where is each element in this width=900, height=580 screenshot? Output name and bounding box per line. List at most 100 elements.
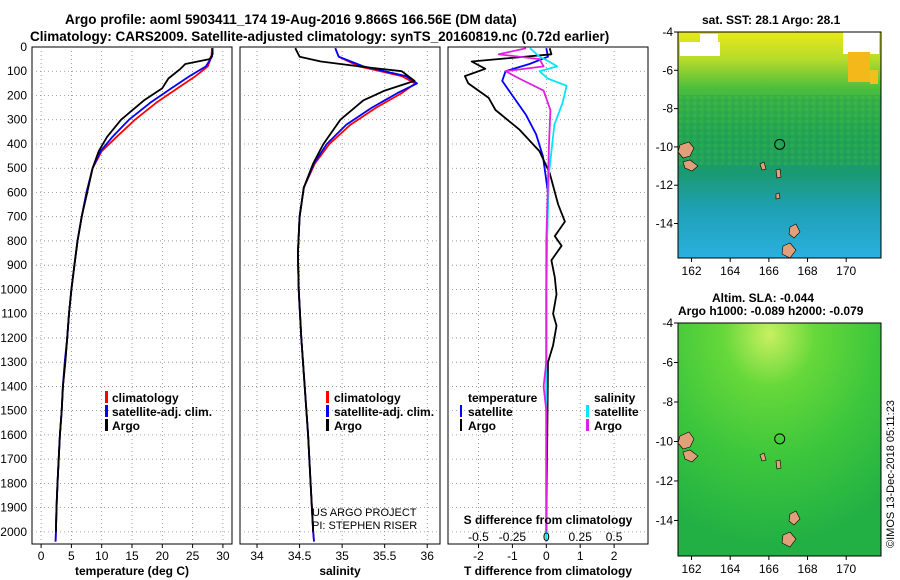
- sst-warm-patch: [870, 70, 878, 84]
- sst-cloud-patch: [680, 42, 720, 56]
- imos-credit: ©IMOS 13-Dec-2018 05:11:23: [885, 400, 897, 548]
- legend-swatch-argo: [105, 419, 108, 431]
- x-tick-label: -2: [473, 549, 484, 563]
- depth-tick-label: 300: [7, 113, 27, 127]
- s-tick-label: -0.5: [468, 530, 489, 544]
- salinity-legend: climatology satellite-adj. clim. Argo: [326, 391, 434, 433]
- legend-title-salinity: salinity: [594, 391, 636, 405]
- depth-tick-label: 700: [7, 210, 27, 224]
- sst-cloud-patch: [843, 32, 879, 54]
- depth-tick-label: 1400: [0, 379, 27, 393]
- x-tick-label: 15: [125, 549, 139, 563]
- depth-tick-label: 200: [7, 88, 27, 102]
- island: [759, 452, 767, 462]
- sst-warm-patch: [848, 52, 870, 82]
- legend-label-s-argo: Argo: [594, 419, 622, 433]
- depth-tick-label: 1200: [0, 331, 27, 345]
- map-lat-tick-label: -6: [662, 355, 673, 369]
- depth-tick-label: 1100: [1, 307, 27, 321]
- difference-plot-frame: [447, 46, 649, 545]
- map-lon-tick-label: 170: [836, 562, 856, 576]
- map-lat-tick-label: -4: [662, 316, 673, 330]
- legend-swatch-climatology: [105, 391, 108, 403]
- depth-tick-label: 1600: [0, 428, 27, 442]
- map-lon-tick-label: 170: [836, 264, 856, 278]
- x-tick-label: 1: [577, 549, 584, 563]
- map-lat-tick-label: -8: [662, 395, 673, 409]
- depth-tick-label: 1700: [0, 452, 27, 466]
- depth-tick-label: 1900: [0, 501, 27, 515]
- map-lat-tick-label: -6: [662, 63, 673, 77]
- series-line-t-argo: [463, 47, 566, 532]
- legend-swatch-t-satellite: [460, 405, 462, 417]
- sst-cloud-patch: [700, 34, 718, 44]
- legend-label-s-satellite: satellite: [594, 405, 639, 419]
- x-tick-label: 2: [611, 549, 618, 563]
- map-lat-tick-label: -10: [656, 140, 674, 154]
- legend-title-temperature: temperature: [468, 391, 538, 405]
- project-credit-line-2: PI: STEPHEN RISER: [312, 520, 417, 532]
- map-lon-tick-label: 166: [759, 264, 779, 278]
- title-line-2: Climatology: CARS2009. Satellite-adjuste…: [30, 29, 609, 44]
- x-tick-label: 0: [38, 549, 45, 563]
- depth-tick-label: 400: [7, 137, 27, 151]
- series-line-s-argo: [497, 47, 552, 532]
- island: [682, 449, 699, 463]
- sst-map-panel: sat. SST: 28.1 Argo: 28.1 162 164 166 168 17…: [656, 13, 882, 278]
- sla-map-panel: Altim. SLA: -0.044 Argo h1000: -0.089 h2…: [656, 291, 882, 576]
- map-lat-tick-label: -10: [656, 434, 674, 448]
- island: [781, 242, 797, 259]
- salinity-xlabel: salinity: [319, 564, 361, 578]
- map-lat-tick-label: -8: [662, 102, 673, 116]
- island: [788, 223, 801, 239]
- project-credit-line-1: US ARGO PROJECT: [312, 507, 417, 519]
- legend-swatch-climatology: [326, 391, 329, 403]
- x-tick-label: 0: [543, 549, 550, 563]
- legend-swatch-s-argo: [586, 419, 589, 431]
- x-tick-label: 36: [421, 549, 435, 563]
- legend-swatch-satellite: [105, 405, 108, 417]
- temperature-panel: 0 5 10 15 20 25 30 0 100 200 300 400 500 600 700 800 90…: [0, 40, 233, 578]
- map-lon-tick-label: 164: [720, 562, 740, 576]
- x-tick-label: 34: [250, 549, 264, 563]
- depth-tick-label: 500: [7, 161, 27, 175]
- island: [788, 510, 801, 526]
- island: [682, 159, 699, 172]
- legend-swatch-t-argo: [460, 419, 462, 431]
- x-tick-label: 35: [335, 549, 349, 563]
- legend-swatch-satellite: [326, 405, 329, 417]
- depth-tick-label: 900: [7, 258, 27, 272]
- legend-label-climatology: climatology: [334, 391, 401, 405]
- depth-tick-label: 800: [7, 234, 27, 248]
- legend-swatch-s-satellite: [586, 405, 589, 417]
- island: [759, 161, 767, 171]
- s-difference-label: S difference from climatology: [464, 513, 633, 527]
- sla-map-frame: [677, 322, 882, 557]
- sst-map-frame: [677, 31, 882, 259]
- map-lat-tick-label: -12: [656, 474, 674, 488]
- map-lon-tick-label: 168: [798, 562, 818, 576]
- x-tick-label: 25: [186, 549, 200, 563]
- map-lon-tick-label: 166: [759, 562, 779, 576]
- island: [775, 168, 782, 179]
- island: [775, 459, 782, 470]
- series-line-argo: [55, 48, 214, 532]
- map-lat-tick-label: -4: [662, 25, 673, 39]
- x-tick-label: 34.5: [288, 549, 312, 563]
- sla-map-field: [678, 323, 881, 556]
- map-lon-tick-label: 164: [720, 264, 740, 278]
- depth-tick-label: 0: [20, 40, 27, 54]
- depth-tick-label: 600: [7, 185, 27, 199]
- legend-label-satellite: satellite-adj. clim.: [112, 405, 212, 419]
- t-difference-xlabel: T difference from climatology: [464, 564, 632, 578]
- float-location-marker: [774, 433, 786, 445]
- legend-label-argo: Argo: [112, 419, 140, 433]
- x-tick-label: 5: [68, 549, 75, 563]
- map-lon-tick-label: 162: [682, 264, 702, 278]
- depth-tick-label: 100: [7, 64, 27, 78]
- map-lat-tick-label: -12: [656, 178, 674, 192]
- salinity-panel: 34 34.5 35 35.5 36 salinity climatology sate…: [239, 46, 441, 578]
- map-lat-tick-label: -14: [656, 217, 674, 231]
- depth-tick-label: 1500: [0, 404, 27, 418]
